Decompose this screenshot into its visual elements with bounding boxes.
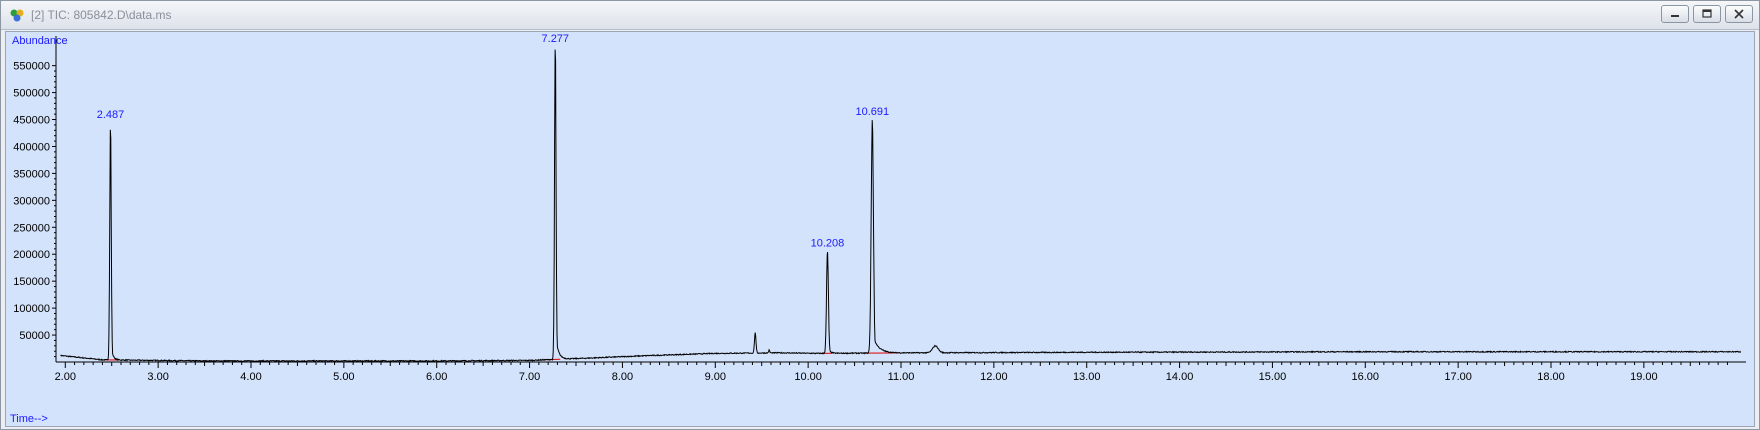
peak-retention-time-label: 7.277: [542, 33, 570, 45]
y-tick-label: 350000: [13, 168, 50, 180]
chromatogram-chart: Abundance Time--> 50000 100000 150000 20000…: [10, 33, 1746, 425]
close-icon: [1734, 9, 1744, 19]
restore-icon: [1702, 9, 1712, 18]
peak-labels: 2.487 7.277 10.208 10.691: [97, 33, 889, 249]
x-tick-label: 7.00: [519, 371, 540, 383]
y-tick-label: 150000: [13, 276, 50, 288]
y-tick-label: 50000: [19, 330, 50, 342]
x-tick-label: 19.00: [1630, 371, 1658, 383]
peak-retention-time-label: 10.208: [811, 237, 845, 249]
x-tick-label: 8.00: [612, 371, 633, 383]
tic-trace: [60, 49, 1741, 363]
chemstation-app-icon: [10, 9, 24, 22]
axes: 50000 100000 150000 200000 250000 300000 35000…: [13, 36, 1746, 383]
y-tick-label: 450000: [13, 115, 50, 127]
peak-retention-time-label: 10.691: [855, 106, 889, 118]
y-tick-label: 550000: [13, 61, 50, 73]
x-tick-label: 5.00: [333, 371, 354, 383]
x-tick-label: 12.00: [980, 371, 1008, 383]
window-title: [2] TIC: 805842.D\data.ms: [31, 8, 172, 22]
close-button[interactable]: [1725, 5, 1753, 23]
x-tick-label: 9.00: [705, 371, 726, 383]
y-axis-label: Abundance: [12, 35, 68, 47]
x-tick-label: 18.00: [1537, 371, 1565, 383]
y-tick-label: 400000: [13, 141, 50, 153]
x-tick-label: 13.00: [1073, 371, 1101, 383]
x-tick-label: 2.00: [55, 371, 76, 383]
x-axis-label: Time-->: [10, 413, 48, 425]
x-tick-label: 11.00: [888, 371, 915, 383]
title-bar[interactable]: [2] TIC: 805842.D\data.ms: [1, 1, 1759, 30]
minimize-icon: [1671, 15, 1679, 17]
y-tick-label: 300000: [13, 195, 50, 207]
y-tick-label: 250000: [13, 222, 50, 234]
restore-button[interactable]: [1693, 5, 1721, 23]
x-tick-label: 6.00: [426, 371, 447, 383]
y-tick-label: 500000: [13, 88, 50, 100]
x-tick-label: 15.00: [1259, 371, 1287, 383]
x-tick-label: 10.00: [794, 371, 822, 383]
x-tick-label: 14.00: [1166, 371, 1194, 383]
y-tick-label: 200000: [13, 249, 50, 261]
chromatogram-plot-area[interactable]: Abundance Time--> 50000 100000 150000 20000…: [5, 31, 1755, 427]
x-tick-label: 17.00: [1444, 371, 1472, 383]
x-tick-label: 4.00: [240, 371, 261, 383]
x-tick-label: 16.00: [1352, 371, 1380, 383]
integration-baselines: [104, 352, 900, 361]
minimize-button[interactable]: [1661, 5, 1689, 23]
x-tick-label: 3.00: [147, 371, 168, 383]
peak-retention-time-label: 2.487: [97, 109, 125, 121]
y-tick-label: 100000: [13, 303, 50, 315]
